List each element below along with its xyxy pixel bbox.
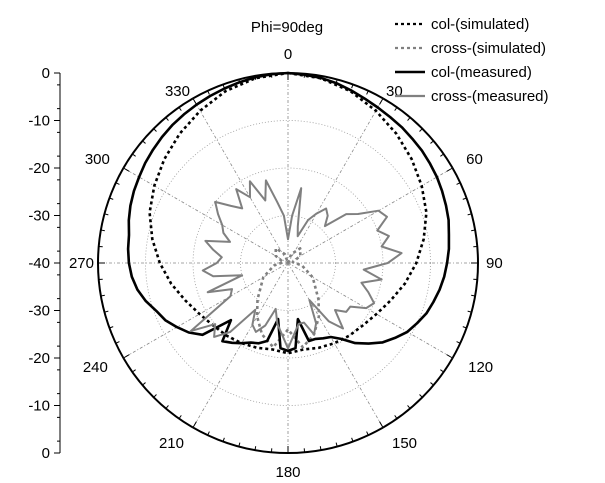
series-line-4	[189, 179, 403, 350]
outer-ring-tick	[132, 153, 136, 157]
outer-ring-tick	[446, 354, 453, 359]
chart-title: Phi=90deg	[251, 19, 323, 36]
grid-circle	[240, 215, 336, 311]
outer-ring-tick	[238, 442, 241, 447]
outer-ring-tick	[467, 213, 472, 216]
outer-ring-tick	[207, 431, 210, 436]
angle-tick-label-180: 180	[275, 464, 300, 481]
outer-ring-tick	[165, 405, 169, 409]
outer-ring-tick	[123, 167, 130, 172]
series-line-1	[148, 71, 428, 355]
radial-tick-label: -20	[28, 350, 50, 367]
outer-ring-tick	[109, 197, 114, 200]
angle-tick-label-150: 150	[392, 435, 417, 452]
outer-ring-tick	[407, 117, 411, 121]
radial-tick-label: -40	[28, 255, 50, 272]
outer-ring-tick	[456, 182, 461, 185]
outer-ring-tick	[178, 107, 182, 111]
outer-ring-tick	[467, 310, 472, 313]
angle-tick-label-120: 120	[468, 359, 493, 376]
outer-ring-tick	[335, 442, 338, 447]
outer-ring-tick	[471, 294, 476, 297]
grid-circle	[192, 167, 384, 359]
outer-ring-tick	[222, 437, 225, 442]
outer-ring-tick	[419, 394, 423, 398]
grid-circle	[145, 120, 431, 406]
outer-ring-tick	[132, 369, 136, 373]
outer-ring-tick	[462, 326, 467, 329]
angle-tick-label-210: 210	[159, 435, 184, 452]
outer-ring-tick	[440, 153, 444, 157]
outer-ring-tick	[407, 405, 411, 409]
outer-ring-tick	[366, 90, 369, 95]
outer-ring-tick	[254, 446, 257, 451]
radial-tick-label: -30	[28, 303, 50, 320]
angle-tick-label-90: 90	[486, 255, 503, 272]
angle-tick-label-60: 60	[466, 151, 483, 168]
outer-ring-tick	[471, 229, 476, 232]
outer-ring-tick	[153, 394, 157, 398]
outer-ring-tick	[351, 437, 354, 442]
angle-tick-label-330: 330	[165, 83, 190, 100]
outer-ring-tick	[104, 213, 109, 216]
outer-ring-tick	[115, 341, 120, 344]
outer-ring-tick	[178, 415, 182, 419]
angle-tick-label-30: 30	[386, 83, 403, 100]
outer-ring-tick	[207, 90, 210, 95]
outer-ring-tick	[379, 421, 384, 428]
radial-tick-label: 0	[42, 445, 50, 462]
outer-ring-tick	[165, 117, 169, 121]
outer-ring-tick	[192, 421, 197, 428]
outer-ring-tick	[351, 84, 354, 89]
angle-tick-label-300: 300	[85, 151, 110, 168]
grid-spoke	[192, 98, 289, 264]
legend-label-1: col-(simulated)	[431, 16, 529, 33]
series-layer	[126, 71, 451, 355]
outer-ring-tick	[440, 369, 444, 373]
outer-ring-tick	[379, 98, 384, 105]
outer-ring-tick	[109, 326, 114, 329]
series-line-2	[255, 247, 321, 349]
legend-label-2: cross-(simulated)	[431, 40, 546, 57]
outer-ring-tick	[115, 182, 120, 185]
radial-tick-label: 0	[42, 65, 50, 82]
outer-ring-tick	[142, 140, 146, 144]
outer-ring-tick	[419, 128, 423, 132]
outer-ring-tick	[100, 294, 105, 297]
angular-tick-labels: 0 30 60 90 120 150 180 210 240 270 300 330	[69, 46, 503, 481]
outer-ring-tick	[100, 229, 105, 232]
outer-ring-tick	[462, 197, 467, 200]
outer-ring-tick	[430, 382, 434, 386]
outer-ring-tick	[446, 167, 453, 172]
radial-tick-label: -30	[28, 208, 50, 225]
outer-ring-tick	[319, 446, 322, 451]
radial-tick-label: -10	[28, 113, 50, 130]
series-line-3	[126, 71, 451, 353]
legend-label-4: cross-(measured)	[431, 88, 549, 105]
outer-ring-tick	[394, 107, 398, 111]
outer-ring-tick	[366, 431, 369, 436]
radial-tick-label: -10	[28, 398, 50, 415]
legend-label-3: col-(measured)	[431, 64, 532, 81]
outer-ring-tick	[142, 382, 146, 386]
outer-ring-tick	[153, 128, 157, 132]
grid-spoke	[287, 98, 384, 264]
outer-ring-tick	[123, 354, 130, 359]
radial-tick-label: -20	[28, 160, 50, 177]
outer-ring-tick	[430, 140, 434, 144]
radial-axis: 0 -10 -20 -30 -40 -30 -20 -10 0	[28, 65, 61, 462]
angle-tick-label-0: 0	[284, 46, 292, 63]
angle-tick-label-270: 270	[69, 255, 94, 272]
outer-ring-tick	[104, 310, 109, 313]
outer-ring-tick	[456, 341, 461, 344]
outer-ring-tick	[394, 415, 398, 419]
legend: col-(simulated) cross-(simulated) col-(mea…	[395, 16, 549, 105]
angle-tick-label-240: 240	[83, 359, 108, 376]
grid-spoke	[123, 167, 289, 264]
